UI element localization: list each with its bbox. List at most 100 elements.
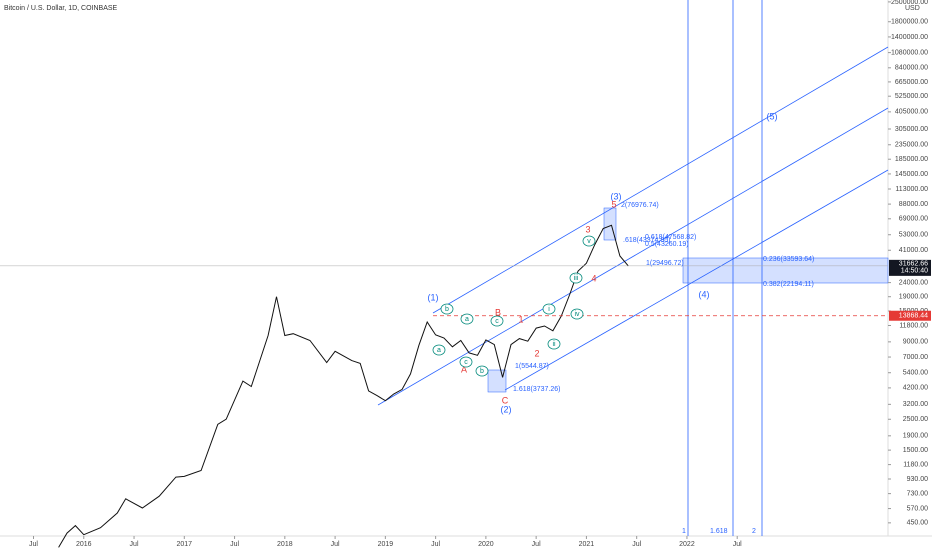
y-tick-label: 7000.00 (903, 354, 928, 361)
wave-label: (2) (501, 404, 512, 414)
y-tick-label: 4200.00 (903, 385, 928, 392)
wave-label: iii (574, 275, 579, 282)
wave-label: a (465, 316, 469, 323)
y-tick-label: 5400.00 (903, 370, 928, 377)
wave-label: v (587, 238, 591, 245)
last-time-label: 14:50:40 (901, 268, 928, 275)
wave-label: B (495, 307, 501, 317)
last-price-label: 31662.66 (899, 261, 928, 268)
wave-circle (490, 315, 504, 327)
price-line (58, 224, 629, 548)
wave-label: c (464, 359, 468, 366)
y-tick-label: 53000.00 (899, 232, 928, 239)
channel-line (504, 169, 889, 391)
fib-label: .618(43374.85) (623, 237, 670, 244)
y-tick-label: 69000.00 (899, 216, 928, 223)
channel-line (432, 46, 889, 314)
x-tick-label: 2022 (679, 541, 695, 548)
fib-label: 0.618(47568.82) (645, 234, 696, 241)
wave-circle (459, 356, 473, 368)
y-tick-label: 1400000.00 (891, 34, 928, 41)
y-tick-label: 185000.00 (895, 156, 928, 163)
wave-label: 1 (518, 314, 523, 324)
x-tick-label: Jul (431, 541, 440, 548)
wave-label: c (495, 318, 499, 325)
y-tick-label: 450.00 (907, 520, 929, 527)
fib-label: 2(76976.74) (621, 202, 659, 209)
wave-circle (475, 365, 489, 377)
y-tick-label: 1900.00 (903, 433, 928, 440)
y-tick-label: 840000.00 (895, 65, 928, 72)
wave-label: (1) (428, 292, 439, 302)
wave-label: 3 (585, 224, 590, 234)
y-tick-label: 665000.00 (895, 79, 928, 86)
x-tick-label: 2020 (478, 541, 494, 548)
fib-label: 1.618 (710, 528, 728, 535)
wave-label: (4) (699, 289, 710, 299)
y-tick-label: 2500000.00 (891, 0, 928, 6)
wave-circle (460, 313, 474, 325)
wave-label: b (480, 368, 484, 375)
wave-circle (432, 344, 446, 356)
x-tick-label: 2021 (579, 541, 595, 548)
fib-box (682, 257, 889, 284)
wave-label: 4 (591, 273, 596, 283)
fib-label: 1.618(3737.26) (513, 386, 560, 393)
drawings (377, 0, 889, 536)
fib-label: 0.382(22194.11) (763, 281, 814, 288)
y-tick-label: 11800.00 (899, 322, 928, 329)
x-tick-label: Jul (29, 541, 38, 548)
wave-label: C (502, 395, 509, 405)
wave-label: (5) (767, 111, 778, 121)
fib-label: 1(5544.87) (515, 363, 549, 370)
y-tick-label: 305000.00 (895, 126, 928, 133)
y-tick-label: 235000.00 (895, 142, 928, 149)
wave-label: A (461, 364, 467, 374)
y-tick-label: 41000.00 (899, 247, 928, 254)
fib-box (487, 369, 507, 393)
wave-circle (440, 303, 454, 315)
x-tick-label: 2016 (76, 541, 92, 548)
y-tick-label: 525000.00 (895, 93, 928, 100)
fib-label: 1(29496.72) (646, 260, 684, 267)
wave-label: iv (574, 311, 580, 318)
x-tick-label: 2018 (277, 541, 293, 548)
x-tick-label: Jul (733, 541, 742, 548)
wave-label: (3) (611, 191, 622, 201)
x-tick-label: Jul (331, 541, 340, 548)
y-tick-label: 1500.00 (903, 447, 928, 454)
y-tick-label: 405000.00 (895, 109, 928, 116)
wave-circle (542, 303, 556, 315)
last-price-box (889, 259, 931, 276)
level-label: 13868.44 (899, 313, 928, 320)
y-tick-label: 2500.00 (903, 416, 928, 423)
fib-label: 1 (682, 528, 686, 535)
y-tick-label: 19000.00 (899, 294, 928, 301)
wave-circle (547, 338, 561, 350)
wave-label: 5 (611, 199, 616, 209)
axis-unit: USD (905, 5, 920, 12)
wave-circle (582, 235, 596, 247)
x-tick-label: Jul (130, 541, 139, 548)
fib-label: 0.5(43260.19) (645, 241, 689, 248)
wave-label: b (445, 306, 449, 313)
wave-label: a (437, 347, 441, 354)
x-tick-label: 2019 (378, 541, 394, 548)
wave-label: ii (552, 341, 556, 348)
x-tick-label: Jul (230, 541, 239, 548)
x-tick-label: Jul (632, 541, 641, 548)
y-tick-label: 1800000.00 (891, 19, 928, 26)
y-tick-label: 570.00 (907, 505, 929, 512)
y-tick-label: 1180.00 (903, 461, 928, 468)
fib-label: 0.236(33593.64) (763, 256, 814, 263)
wave-label: i (548, 306, 550, 313)
y-tick-label: 113000.00 (895, 186, 928, 193)
y-tick-label: 145000.00 (895, 171, 928, 178)
y-tick-label: 9000.00 (903, 339, 928, 346)
channel-line (377, 107, 889, 406)
y-tick-label: 930.00 (907, 476, 929, 483)
y-tick-label: 24000.00 (899, 279, 928, 286)
y-tick-label: 1080000.00 (891, 49, 928, 56)
chart-title: Bitcoin / U.S. Dollar, 1D, COINBASE (4, 5, 118, 12)
